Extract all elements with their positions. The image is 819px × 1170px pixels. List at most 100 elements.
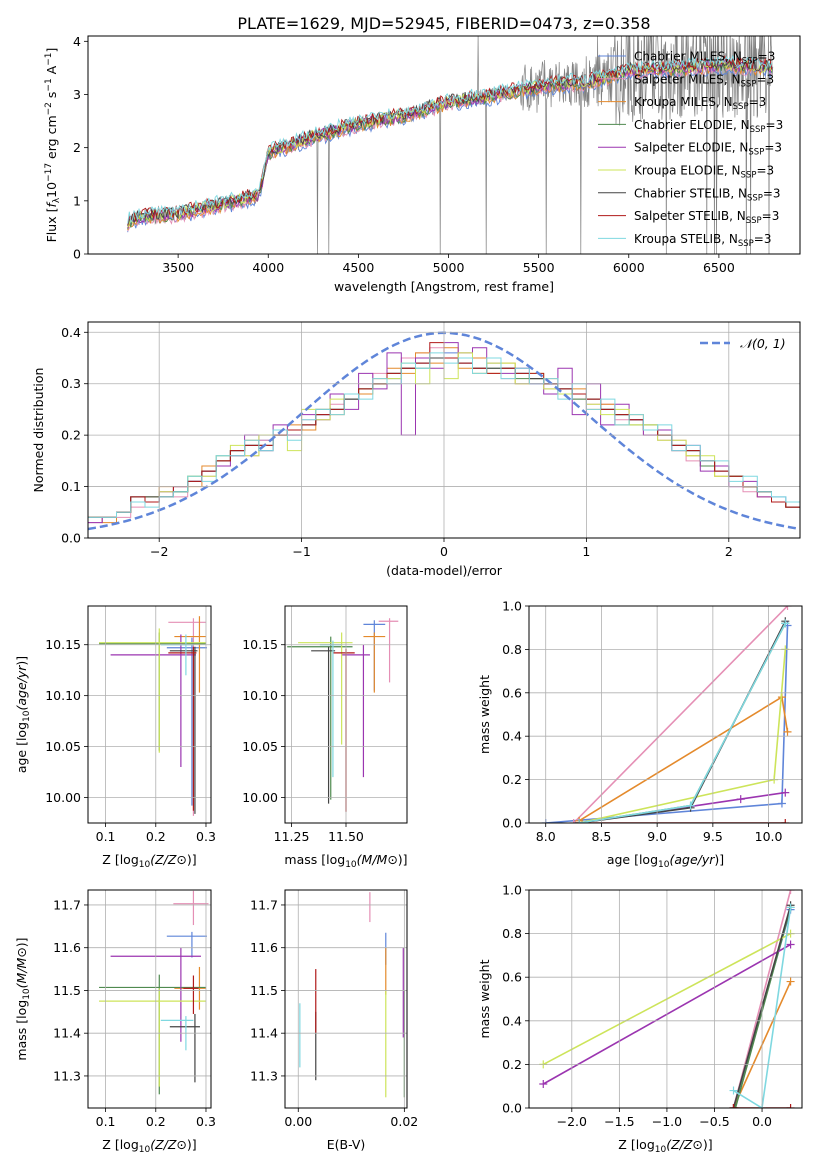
chart-panel-6: 0.1 0.2 0.3 11.3 11.4 11.5 11.6 11.7 Z [log10(Z/…	[14, 889, 216, 1155]
plot-area	[299, 892, 405, 1098]
x-tick-label: 5000	[433, 260, 465, 275]
x-axis-label: mass [log10(M/M⊙)]	[284, 852, 407, 870]
legend-entry: Chabrier STELIB, NSSP=3	[634, 186, 781, 203]
y-tick-label: 1.0	[502, 883, 522, 898]
y-tick-label: 10.15	[242, 637, 278, 652]
plot-area	[127, 36, 774, 254]
x-axis-label: age [log10(age/yr)]	[607, 852, 724, 870]
y-axis-label: Flux [fλ10−17 erg cm−2 s−1 A−1]	[44, 48, 62, 243]
weight-marker	[786, 890, 795, 894]
y-tick-label: 11.7	[250, 897, 278, 912]
axes-frame	[528, 605, 803, 824]
y-tick-label: 0.6	[502, 970, 522, 985]
chart-panel-4: 11.25 11.50 10.00 10.05 10.10 10.15 mass [log1…	[242, 605, 408, 870]
x-axis-label: (data-model)/error	[386, 563, 503, 578]
weight-line-kroupa-miles	[578, 695, 789, 822]
y-tick-label: 3	[73, 87, 81, 102]
y-axis-label: Normed distribution	[31, 368, 46, 493]
y-tick-label: 0.2	[502, 772, 522, 787]
weight-marker	[783, 727, 792, 736]
weight-marker	[777, 799, 786, 808]
legend-entry: Chabrier MILES, NSSP=3	[634, 50, 775, 67]
x-tick-label: 2	[725, 544, 733, 559]
errorbar-point	[99, 632, 206, 751]
x-tick-label: 8.5	[591, 829, 611, 844]
plot-area	[99, 616, 207, 816]
y-axis-label: age [log10(age/yr)]	[14, 656, 32, 773]
x-tick-label: 10.0	[755, 829, 783, 844]
errorbar-point	[169, 1013, 200, 1083]
y-tick-label: 11.6	[53, 940, 81, 955]
x-axis-label: wavelength [Angstrom, rest frame]	[334, 279, 554, 294]
plot-area	[541, 606, 792, 823]
weight-marker	[569, 819, 578, 823]
x-tick-label: 11.25	[274, 829, 310, 844]
legend-entry: Salpeter ELODIE, NSSP=3	[634, 141, 782, 158]
y-tick-label: 2	[73, 140, 81, 155]
errorbar-point	[99, 628, 206, 753]
y-tick-label: 0.3	[61, 376, 81, 391]
y-tick-label: 0	[73, 247, 81, 262]
x-tick-label: 11.50	[328, 829, 364, 844]
y-tick-label: 11.4	[250, 1026, 278, 1041]
y-tick-label: 0.4	[61, 325, 81, 340]
legend-entry: Salpeter MILES, NSSP=3	[634, 72, 774, 89]
x-tick-label: 5500	[523, 260, 555, 275]
y-tick-label: 0.4	[502, 729, 522, 744]
weight-marker	[786, 903, 795, 912]
errorbar-point	[99, 974, 206, 1095]
x-tick-label: 1	[582, 544, 590, 559]
y-tick-label: 11.3	[250, 1068, 278, 1083]
x-tick-label: 8.0	[536, 829, 556, 844]
x-axis-label: Z [log10(Z/Z⊙)]	[102, 1137, 196, 1155]
weight-marker	[729, 1086, 738, 1095]
y-axis-label: mass weight	[477, 675, 492, 754]
y-tick-label: 10.05	[45, 739, 81, 754]
x-tick-label: 3500	[162, 260, 194, 275]
weight-marker	[786, 977, 795, 986]
y-tick-label: 11.6	[250, 940, 278, 955]
weight-marker	[686, 801, 695, 810]
x-tick-label: −1.0	[652, 1114, 682, 1129]
axes-frame	[87, 35, 801, 255]
axes-frame	[87, 321, 801, 539]
weight-line-chabrier-elodie	[578, 623, 787, 823]
weight-marker	[783, 606, 792, 610]
errorbar-point	[287, 636, 353, 800]
weight-marker	[786, 1104, 795, 1108]
x-tick-label: −1	[292, 544, 310, 559]
y-tick-label: 0.0	[502, 816, 522, 831]
chart-panel-8: −2.0 −1.5 −1.0 −0.5 0.0 0.0 0.2 0.4 0.6 0.8 1.0 Z […	[477, 883, 803, 1155]
x-tick-label: 0.0	[752, 1114, 772, 1129]
x-axis-label: Z [log10(Z/Z⊙)]	[102, 852, 196, 870]
axes-frame	[284, 889, 408, 1109]
y-axis-label: mass weight	[477, 959, 492, 1038]
axes-frame	[87, 889, 212, 1109]
x-axis-label: E(B-V)	[327, 1137, 366, 1152]
x-axis-label: Z [log10(Z/Z⊙)]	[618, 1137, 712, 1155]
errorbar-point	[168, 646, 197, 811]
y-tick-label: 10.10	[45, 688, 81, 703]
y-tick-label: 10.05	[242, 739, 278, 754]
x-tick-label: 0.2	[146, 1114, 166, 1129]
y-tick-label: 1.0	[502, 599, 522, 614]
x-tick-label: 0.00	[284, 1114, 312, 1129]
chart-panel-5: 8.0 8.5 9.0 9.5 10.0 0.0 0.2 0.4 0.6 0.8 1.0 age [l…	[477, 599, 803, 870]
errorbar-point	[99, 988, 206, 1087]
y-tick-label: 0.8	[502, 926, 522, 941]
y-tick-label: 0.4	[502, 1013, 522, 1028]
y-tick-label: 4	[73, 34, 81, 49]
x-tick-label: −0.5	[699, 1114, 729, 1129]
y-tick-label: 0.0	[502, 1101, 522, 1116]
x-tick-label: 0.3	[196, 829, 216, 844]
x-tick-label: 4000	[252, 260, 284, 275]
errorbar-point	[174, 616, 206, 693]
weight-marker	[575, 819, 584, 823]
y-tick-label: 0.6	[502, 685, 522, 700]
x-tick-label: 0.2	[146, 829, 166, 844]
legend-entry: Salpeter STELIB, NSSP=3	[634, 209, 779, 226]
legend-entry: Chabrier ELODIE, NSSP=3	[634, 118, 783, 135]
legend-entry: 𝒩(0, 1)	[740, 336, 786, 351]
y-tick-label: 0.2	[61, 428, 81, 443]
weight-marker	[539, 1080, 548, 1089]
